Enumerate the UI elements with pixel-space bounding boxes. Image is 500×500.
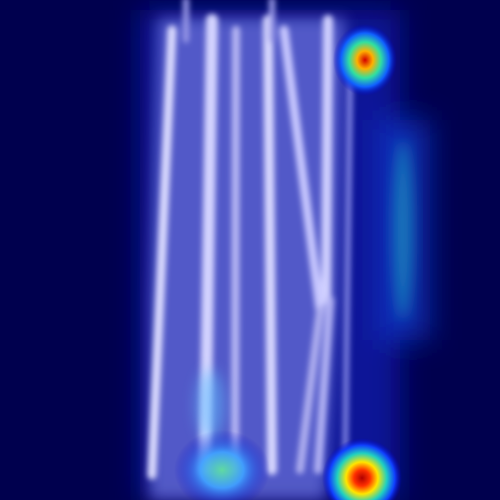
side-band [393, 140, 413, 320]
hotspot-top [333, 24, 397, 96]
cool-hotspot [174, 370, 270, 500]
hotspot-bottom [322, 438, 402, 500]
